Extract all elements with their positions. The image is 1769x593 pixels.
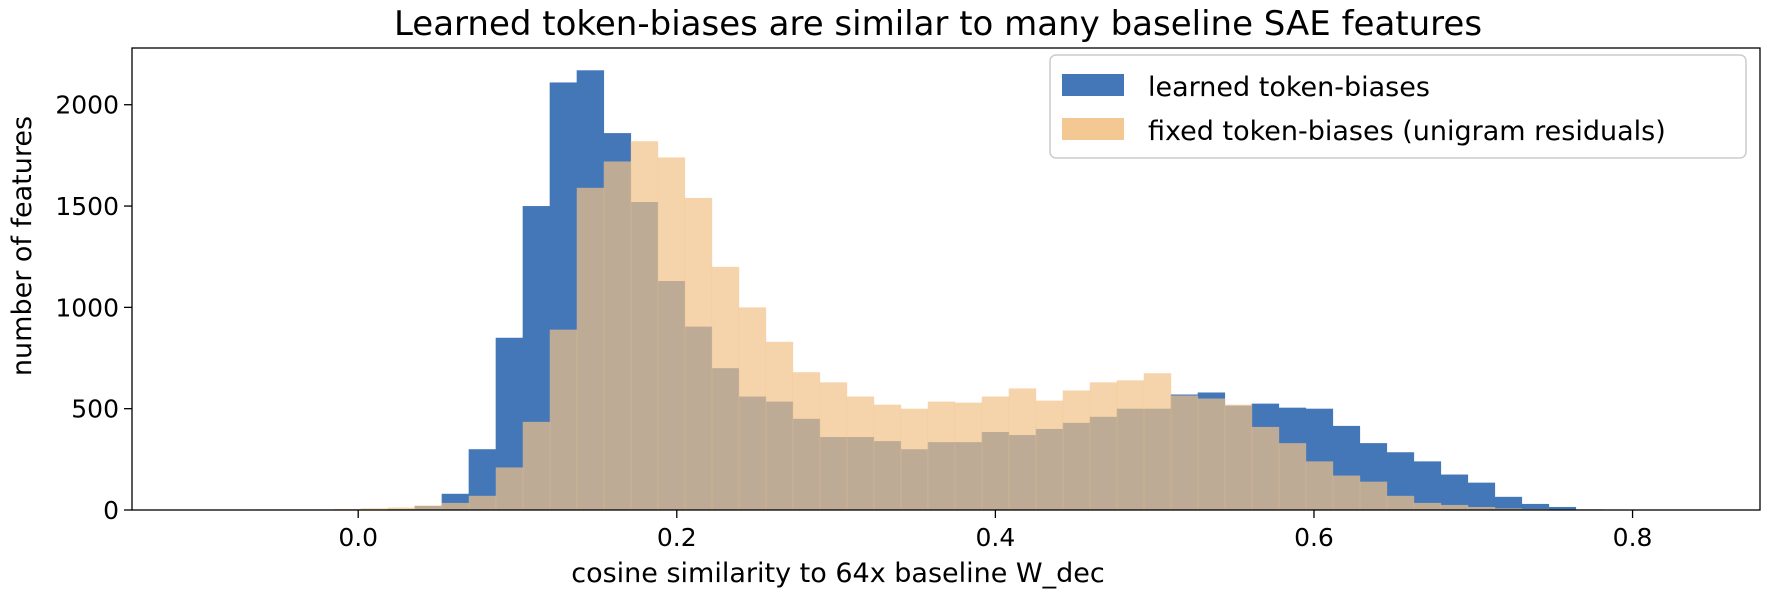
fixed-bar-19 (765, 341, 794, 510)
fixed-bar-6 (414, 505, 443, 510)
fixed-bar-33 (1143, 373, 1172, 510)
fixed-bar-17 (711, 266, 740, 510)
x-axis-ticks: 0.0 0.2 0.4 0.6 0.8 (338, 510, 1652, 552)
fixed-bar-44 (1440, 504, 1469, 510)
fixed-bar-39 (1305, 461, 1334, 510)
fixed-bars-group (252, 141, 1577, 511)
y-axis-ticks: 0 500 1000 1500 2000 (55, 91, 132, 525)
fixed-bar-20 (792, 372, 821, 510)
fixed-bar-10 (522, 421, 551, 510)
fixed-bar-38 (1278, 443, 1307, 510)
fixed-bar-42 (1386, 495, 1415, 510)
fixed-bar-24 (900, 408, 929, 510)
legend-label-fixed: fixed token-biases (unigram residuals) (1148, 116, 1666, 147)
fixed-bar-36 (1224, 404, 1253, 510)
fixed-bar-46 (1494, 508, 1523, 510)
fixed-bar-18 (738, 307, 767, 510)
fixed-bar-30 (1062, 390, 1091, 510)
x-tick-label-0: 0.0 (338, 523, 378, 552)
fixed-bar-11 (549, 329, 578, 510)
fixed-bar-29 (1035, 400, 1064, 510)
y-tick-label-1: 500 (71, 395, 119, 424)
fixed-bar-13 (603, 161, 632, 510)
fixed-bar-14 (630, 141, 659, 511)
x-tick-label-2: 0.4 (975, 523, 1015, 552)
fixed-bar-28 (1008, 388, 1037, 510)
fixed-bar-45 (1467, 506, 1496, 510)
legend-swatch-fixed (1062, 118, 1124, 140)
fixed-bar-22 (846, 396, 875, 510)
legend-box (1049, 54, 1747, 159)
learned-bar-38 (1413, 461, 1442, 510)
fixed-bar-9 (495, 467, 524, 510)
y-tick-label-3: 1500 (55, 192, 119, 221)
y-tick-label-2: 1000 (55, 293, 119, 322)
fixed-bar-26 (954, 402, 983, 510)
fixed-bar-5 (387, 507, 416, 510)
legend-label-learned: learned token-biases (1148, 72, 1430, 103)
fixed-bar-4 (360, 508, 389, 510)
fixed-bar-7 (441, 502, 470, 510)
x-tick-label-3: 0.6 (1294, 523, 1334, 552)
learned-bar-43 (1548, 506, 1577, 510)
fixed-bar-40 (1332, 475, 1361, 510)
fixed-bar-27 (981, 396, 1010, 510)
fixed-bar-12 (576, 187, 605, 510)
chart-title: Learned token-biases are similar to many… (394, 4, 1482, 44)
learned-bar-42 (1521, 503, 1550, 510)
x-tick-label-4: 0.8 (1613, 523, 1653, 552)
y-axis-label: number of features (7, 116, 38, 376)
y-tick-label-4: 2000 (55, 91, 119, 120)
fixed-bar-25 (927, 401, 956, 510)
fixed-bar-8 (468, 495, 497, 510)
x-axis-label: cosine similarity to 64x baseline W_dec (571, 558, 1104, 589)
fixed-bar-43 (1413, 502, 1442, 510)
fixed-bar-34 (1170, 395, 1199, 510)
fixed-bar-32 (1116, 380, 1145, 510)
fixed-bar-15 (657, 157, 686, 510)
learned-bar-41 (1494, 496, 1523, 510)
fixed-bar-21 (819, 382, 848, 510)
plot-frame (131, 47, 1761, 511)
fixed-bar-23 (873, 404, 902, 510)
fixed-bar-16 (684, 197, 713, 510)
x-tick-label-1: 0.2 (657, 523, 697, 552)
learned-bar-39 (1440, 474, 1469, 510)
legend-swatch-learned (1062, 74, 1124, 96)
y-tick-label-0: 0 (103, 496, 119, 525)
legend: learned token-biases fixed token-biases … (1049, 54, 1747, 159)
fixed-bar-37 (1251, 426, 1280, 510)
fixed-bar-35 (1197, 398, 1226, 510)
fixed-bar-41 (1359, 481, 1388, 510)
learned-bar-40 (1467, 482, 1496, 510)
fixed-bar-31 (1089, 382, 1118, 510)
